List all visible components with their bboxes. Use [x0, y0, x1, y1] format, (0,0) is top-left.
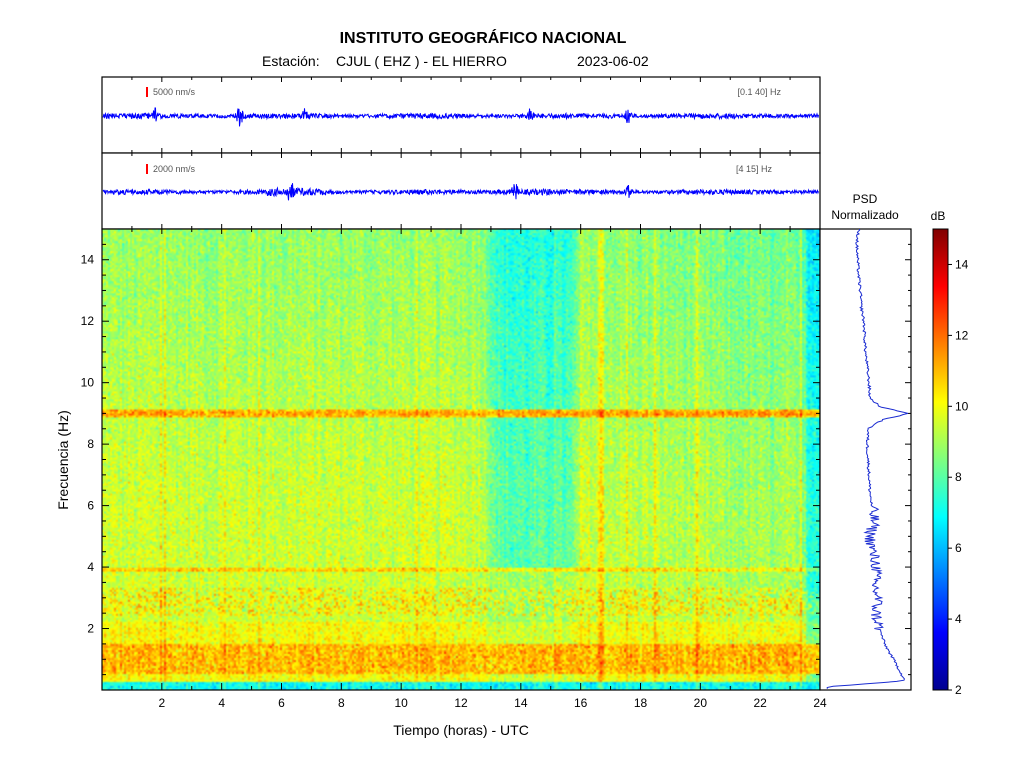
x-tick-label: 8	[338, 696, 345, 710]
y-tick-label: 4	[87, 560, 94, 574]
trace-panel-broadband: 5000 nm/s [0.1 40] Hz	[101, 76, 821, 154]
trace-band-label-1: [0.1 40] Hz	[737, 87, 781, 97]
x-tick-label: 20	[694, 696, 708, 710]
colorbar-tick-label: 8	[955, 470, 962, 484]
trace-panel-filtered: 2000 nm/s [4 15] Hz	[101, 152, 821, 230]
waveform-trace-2	[102, 183, 819, 201]
waveform-trace-1	[102, 107, 819, 127]
psd-subtitle: Normalizado	[831, 208, 899, 222]
spectrogram-heatmap	[102, 229, 820, 690]
x-tick-label: 4	[218, 696, 225, 710]
colorbar-tick-label: 10	[955, 399, 969, 413]
x-tick-label: 14	[514, 696, 528, 710]
x-tick-label: 22	[753, 696, 767, 710]
station-label: Estación:	[262, 53, 320, 69]
trace-scale-label-1: 5000 nm/s	[153, 87, 196, 97]
x-axis: 2 4 6 8 10 12 14 16 18 20 22 24	[101, 77, 827, 710]
figure-title: INSTITUTO GEOGRÁFICO NACIONAL	[340, 28, 627, 47]
y-tick-label: 12	[81, 314, 95, 328]
x-tick-label: 16	[574, 696, 588, 710]
y-tick-label: 10	[81, 376, 95, 390]
x-tick-label: 18	[634, 696, 648, 710]
x-tick-label: 6	[278, 696, 285, 710]
colorbar-tick-label: 12	[955, 328, 969, 342]
y-tick-label: 8	[87, 437, 94, 451]
psd-frame	[819, 228, 912, 691]
y-tick-label: 6	[87, 499, 94, 513]
colorbar-gradient	[932, 228, 949, 691]
colorbar-tick-label: 14	[955, 257, 969, 271]
x-axis-label: Tiempo (horas) - UTC	[393, 722, 529, 738]
trace-scale-label-2: 2000 nm/s	[153, 164, 196, 174]
y-tick-label: 2	[87, 622, 94, 636]
colorbar-unit: dB	[931, 209, 946, 223]
psd-ticks	[905, 228, 911, 691]
scale-bar-marker-1	[146, 87, 148, 97]
trace-band-label-2: [4 15] Hz	[736, 164, 773, 174]
psd-curve	[826, 228, 909, 689]
colorbar-tick-label: 4	[955, 612, 962, 626]
x-tick-label: 2	[158, 696, 165, 710]
y-axis-label: Frecuencia (Hz)	[55, 410, 71, 510]
date-label: 2023-06-02	[577, 53, 649, 69]
psd-panel: PSD Normalizado	[819, 192, 912, 691]
y-tick-label: 14	[81, 253, 95, 267]
x-tick-label: 24	[813, 696, 827, 710]
colorbar: dB 2 4 6 8 10 12 14	[931, 209, 969, 697]
psd-title: PSD	[853, 192, 878, 206]
colorbar-ticks: 2 4 6 8 10 12 14	[948, 257, 969, 697]
x-tick-label: 12	[454, 696, 468, 710]
colorbar-tick-label: 6	[955, 541, 962, 555]
x-tick-label: 10	[394, 696, 408, 710]
colorbar-tick-label: 2	[955, 683, 962, 697]
y-axis: 2 4 6 8 10 12 14	[81, 228, 820, 691]
scale-bar-marker-2	[146, 164, 148, 174]
station-value: CJUL ( EHZ ) - EL HIERRO	[336, 53, 507, 69]
